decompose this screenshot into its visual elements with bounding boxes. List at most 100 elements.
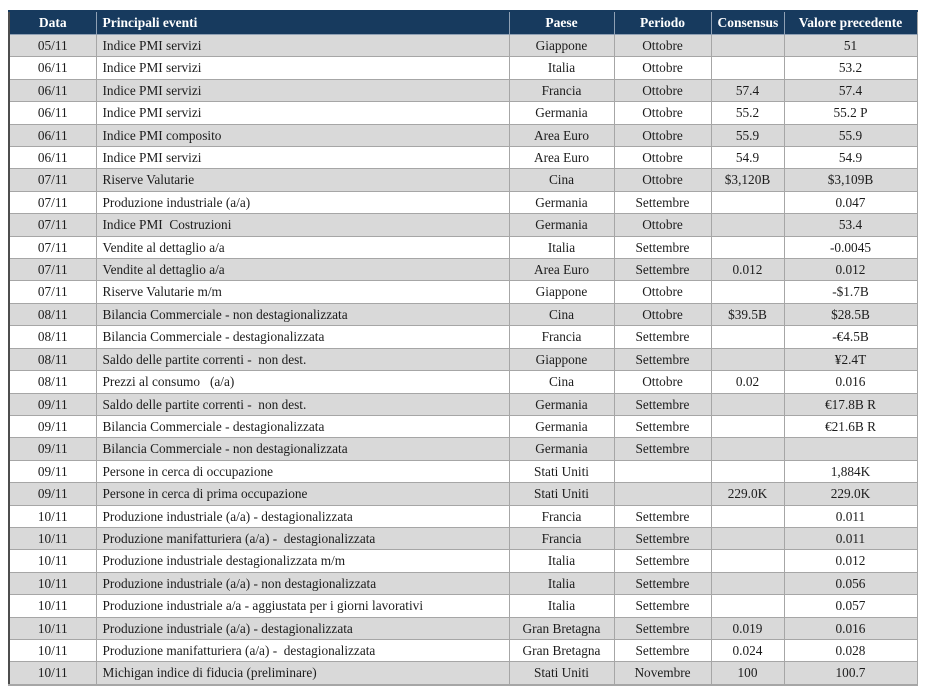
table-header: Data Principali eventi Paese Periodo Con…: [9, 10, 917, 35]
economic-calendar-table: Data Principali eventi Paese Periodo Con…: [8, 10, 918, 686]
cell-data: 07/11: [9, 280, 97, 304]
cell-data: 10/11: [9, 594, 97, 618]
cell-consensus: [710, 437, 785, 461]
cell-periodo: Settembre: [613, 549, 712, 573]
cell-periodo: [613, 459, 712, 484]
cell-consensus: [710, 347, 785, 372]
table-row: 07/11 Vendite al dettaglio a/a Italia Se…: [9, 235, 917, 260]
cell-periodo: Ottobre: [613, 280, 712, 304]
cell-paese: Germania: [508, 190, 615, 215]
cell-data: 10/11: [9, 661, 97, 686]
cell-paese: Area Euro: [508, 258, 615, 282]
table-row: 09/11 Bilancia Commerciale - non destagi…: [9, 437, 917, 461]
cell-data: 06/11: [9, 146, 97, 170]
cell-paese: Giappone: [508, 347, 615, 372]
table-row: 09/11 Saldo delle partite correnti - non…: [9, 392, 917, 416]
cell-paese: Francia: [508, 504, 615, 528]
cell-valore-precedente: 100.7: [783, 661, 917, 686]
cell-periodo: Ottobre: [613, 33, 712, 58]
cell-valore-precedente: €17.8B R: [783, 392, 917, 416]
cell-consensus: [710, 459, 785, 484]
cell-consensus: 55.2: [710, 101, 785, 125]
cell-data: 10/11: [9, 616, 97, 640]
cell-evento: Bilancia Commerciale - destagionalizzata: [95, 325, 510, 349]
cell-consensus: [710, 414, 785, 439]
table-row: 05/11 Indice PMI servizi Giappone Ottobr…: [9, 33, 917, 58]
cell-evento: Produzione manifatturiera (a/a) - destag…: [95, 526, 510, 551]
cell-evento: Produzione industriale (a/a) - destagion…: [95, 504, 510, 528]
cell-periodo: Settembre: [613, 347, 712, 372]
cell-evento: Produzione industriale a/a - aggiustata …: [95, 594, 510, 618]
cell-valore-precedente: 51: [783, 33, 917, 58]
cell-paese: Germania: [508, 392, 615, 416]
cell-consensus: 0.019: [710, 616, 785, 640]
table-body: 05/11 Indice PMI servizi Giappone Ottobr…: [9, 33, 917, 686]
table-row: 08/11 Bilancia Commerciale - destagional…: [9, 325, 917, 349]
cell-data: 10/11: [9, 571, 97, 596]
cell-consensus: [710, 549, 785, 573]
cell-periodo: Settembre: [613, 571, 712, 596]
cell-periodo: Novembre: [613, 661, 712, 686]
cell-periodo: Settembre: [613, 235, 712, 260]
cell-valore-precedente: [783, 437, 917, 461]
cell-consensus: 0.024: [710, 638, 785, 663]
table-row: 10/11 Produzione industriale (a/a) - des…: [9, 504, 917, 528]
table-row: 06/11 Indice PMI servizi Area Euro Ottob…: [9, 146, 917, 170]
cell-paese: Italia: [508, 594, 615, 618]
cell-data: 09/11: [9, 437, 97, 461]
cell-valore-precedente: €21.6B R: [783, 414, 917, 439]
cell-evento: Indice PMI composito: [95, 123, 510, 148]
table-row: 06/11 Indice PMI servizi Germania Ottobr…: [9, 101, 917, 125]
cell-evento: Prezzi al consumo (a/a): [95, 370, 510, 394]
events-table: Data Principali eventi Paese Periodo Con…: [8, 10, 918, 686]
cell-paese: Giappone: [508, 33, 615, 58]
cell-paese: Italia: [508, 235, 615, 260]
cell-evento: Saldo delle partite correnti - non dest.: [95, 392, 510, 416]
cell-valore-precedente: 55.9: [783, 123, 917, 148]
cell-periodo: Ottobre: [613, 168, 712, 192]
cell-evento: Bilancia Commerciale - non destagionaliz…: [95, 302, 510, 327]
cell-paese: Italia: [508, 571, 615, 596]
cell-consensus: [710, 33, 785, 58]
cell-periodo: Settembre: [613, 437, 712, 461]
cell-valore-precedente: ¥2.4T: [783, 347, 917, 372]
cell-valore-precedente: $3,109B: [783, 168, 917, 192]
cell-data: 07/11: [9, 168, 97, 192]
cell-consensus: [710, 325, 785, 349]
cell-evento: Indice PMI servizi: [95, 78, 510, 103]
cell-valore-precedente: 53.2: [783, 56, 917, 80]
cell-periodo: Ottobre: [613, 78, 712, 103]
cell-paese: Cina: [508, 168, 615, 192]
cell-paese: Gran Bretagna: [508, 616, 615, 640]
cell-consensus: [710, 526, 785, 551]
cell-evento: Riserve Valutarie: [95, 168, 510, 192]
cell-paese: Italia: [508, 549, 615, 573]
cell-periodo: Ottobre: [613, 213, 712, 237]
cell-paese: Italia: [508, 56, 615, 80]
cell-valore-precedente: 54.9: [783, 146, 917, 170]
cell-data: 09/11: [9, 459, 97, 484]
cell-periodo: Ottobre: [613, 146, 712, 170]
table-row: 07/11 Riserve Valutarie m/m Giappone Ott…: [9, 280, 917, 304]
cell-data: 06/11: [9, 101, 97, 125]
cell-periodo: Settembre: [613, 190, 712, 215]
cell-data: 08/11: [9, 325, 97, 349]
table-row: 10/11 Produzione manifatturiera (a/a) - …: [9, 526, 917, 551]
cell-data: 08/11: [9, 370, 97, 394]
cell-data: 10/11: [9, 526, 97, 551]
cell-consensus: 54.9: [710, 146, 785, 170]
cell-valore-precedente: 0.011: [783, 504, 917, 528]
cell-consensus: [710, 190, 785, 215]
cell-paese: Germania: [508, 101, 615, 125]
cell-consensus: [710, 56, 785, 80]
cell-evento: Saldo delle partite correnti - non dest.: [95, 347, 510, 372]
cell-data: 06/11: [9, 56, 97, 80]
cell-consensus: [710, 392, 785, 416]
cell-paese: Francia: [508, 325, 615, 349]
cell-evento: Indice PMI servizi: [95, 101, 510, 125]
cell-periodo: Settembre: [613, 638, 712, 663]
cell-data: 07/11: [9, 213, 97, 237]
cell-valore-precedente: 0.047: [783, 190, 917, 215]
cell-consensus: [710, 213, 785, 237]
cell-evento: Persone in cerca di prima occupazione: [95, 482, 510, 506]
